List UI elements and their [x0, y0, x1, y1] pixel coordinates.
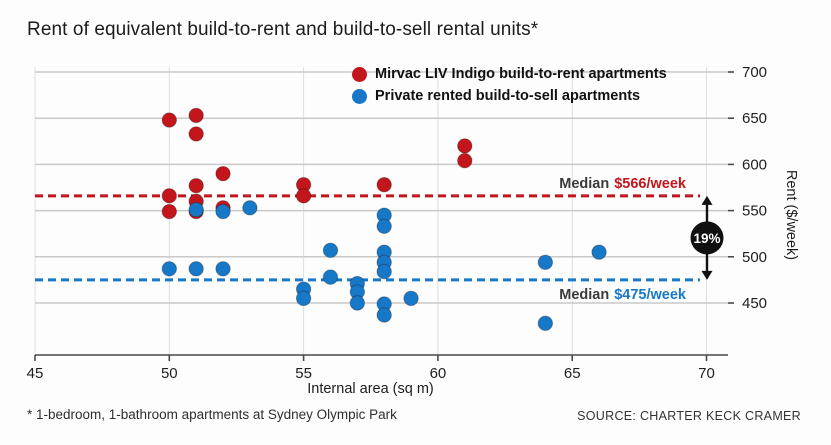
annotation-badge-text: 19% [693, 231, 720, 246]
data-point-build-to-rent [457, 153, 473, 169]
legend-item-build-to-rent: Mirvac LIV Indigo build-to-rent apartmen… [352, 66, 667, 82]
median-prefix: Median [559, 287, 610, 303]
annotation-arrow-up-icon [701, 195, 713, 205]
legend-item-build-to-sell: Private rented build-to-sell apartments [352, 88, 667, 104]
data-point-build-to-sell [537, 254, 554, 271]
data-point-build-to-rent [376, 177, 392, 193]
data-point-build-to-sell [161, 261, 178, 277]
data-point-build-to-sell [242, 200, 258, 216]
median-label-build-to-sell: Median $475/week [559, 287, 686, 303]
annotation-badge [690, 221, 724, 255]
annotation-arrow-down-icon [701, 270, 713, 280]
source-credit: SOURCE: CHARTER KECK CRAMER [577, 409, 801, 423]
data-point-build-to-rent [161, 112, 178, 128]
data-point-build-to-rent [161, 203, 178, 220]
legend-label-build-to-sell: Private rented build-to-sell apartments [375, 88, 641, 104]
legend-dot-red-icon [352, 66, 367, 82]
x-tick-label: 55 [295, 365, 312, 382]
legend-label-build-to-rent: Mirvac LIV Indigo build-to-rent apartmen… [375, 66, 667, 82]
median-value-blue: $475/week [614, 287, 686, 303]
data-point-build-to-sell [188, 201, 204, 218]
data-point-build-to-rent [457, 138, 473, 154]
data-point-build-to-rent [161, 188, 178, 204]
x-tick-label: 50 [161, 365, 178, 382]
median-value-red: $566/week [614, 176, 686, 192]
data-point-build-to-sell [295, 290, 312, 307]
x-axis-title: Internal area (sq m) [307, 381, 434, 397]
y-tick-label: 550 [742, 203, 767, 220]
data-point-build-to-rent [188, 107, 204, 124]
data-point-build-to-sell [591, 244, 607, 260]
data-point-build-to-sell [215, 203, 231, 220]
data-point-build-to-sell [215, 261, 231, 277]
median-prefix: Median [559, 176, 610, 192]
data-point-build-to-sell [322, 242, 339, 259]
x-tick-label: 45 [27, 365, 44, 382]
data-point-build-to-sell [349, 295, 366, 311]
data-point-build-to-rent [215, 165, 231, 182]
data-point-build-to-rent [188, 177, 204, 194]
x-tick-label: 60 [430, 365, 447, 382]
data-point-build-to-rent [295, 188, 312, 204]
y-tick-label: 600 [742, 156, 767, 173]
x-tick-label: 65 [564, 365, 581, 382]
data-point-build-to-sell [537, 315, 554, 332]
data-point-build-to-sell [376, 218, 392, 235]
data-point-build-to-sell [403, 290, 419, 307]
y-axis-title: Rent ($/week) [783, 169, 799, 261]
legend-dot-blue-icon [352, 88, 367, 104]
x-tick-label: 70 [698, 365, 715, 382]
footnote: * 1-bedroom, 1-bathroom apartments at Sy… [27, 407, 397, 422]
median-label-build-to-rent: Median $566/week [559, 176, 686, 192]
chart-title: Rent of equivalent build-to-rent and bui… [27, 19, 539, 40]
y-tick-label: 500 [742, 249, 767, 266]
y-tick-label: 650 [742, 110, 767, 127]
data-point-build-to-sell [376, 307, 392, 323]
data-point-build-to-sell [188, 261, 204, 277]
data-point-build-to-sell [322, 269, 339, 285]
y-tick-label: 700 [742, 64, 767, 81]
legend: Mirvac LIV Indigo build-to-rent apartmen… [352, 66, 667, 104]
data-point-build-to-sell [376, 263, 392, 280]
y-tick-label: 450 [742, 295, 767, 312]
data-point-build-to-rent [188, 126, 204, 142]
